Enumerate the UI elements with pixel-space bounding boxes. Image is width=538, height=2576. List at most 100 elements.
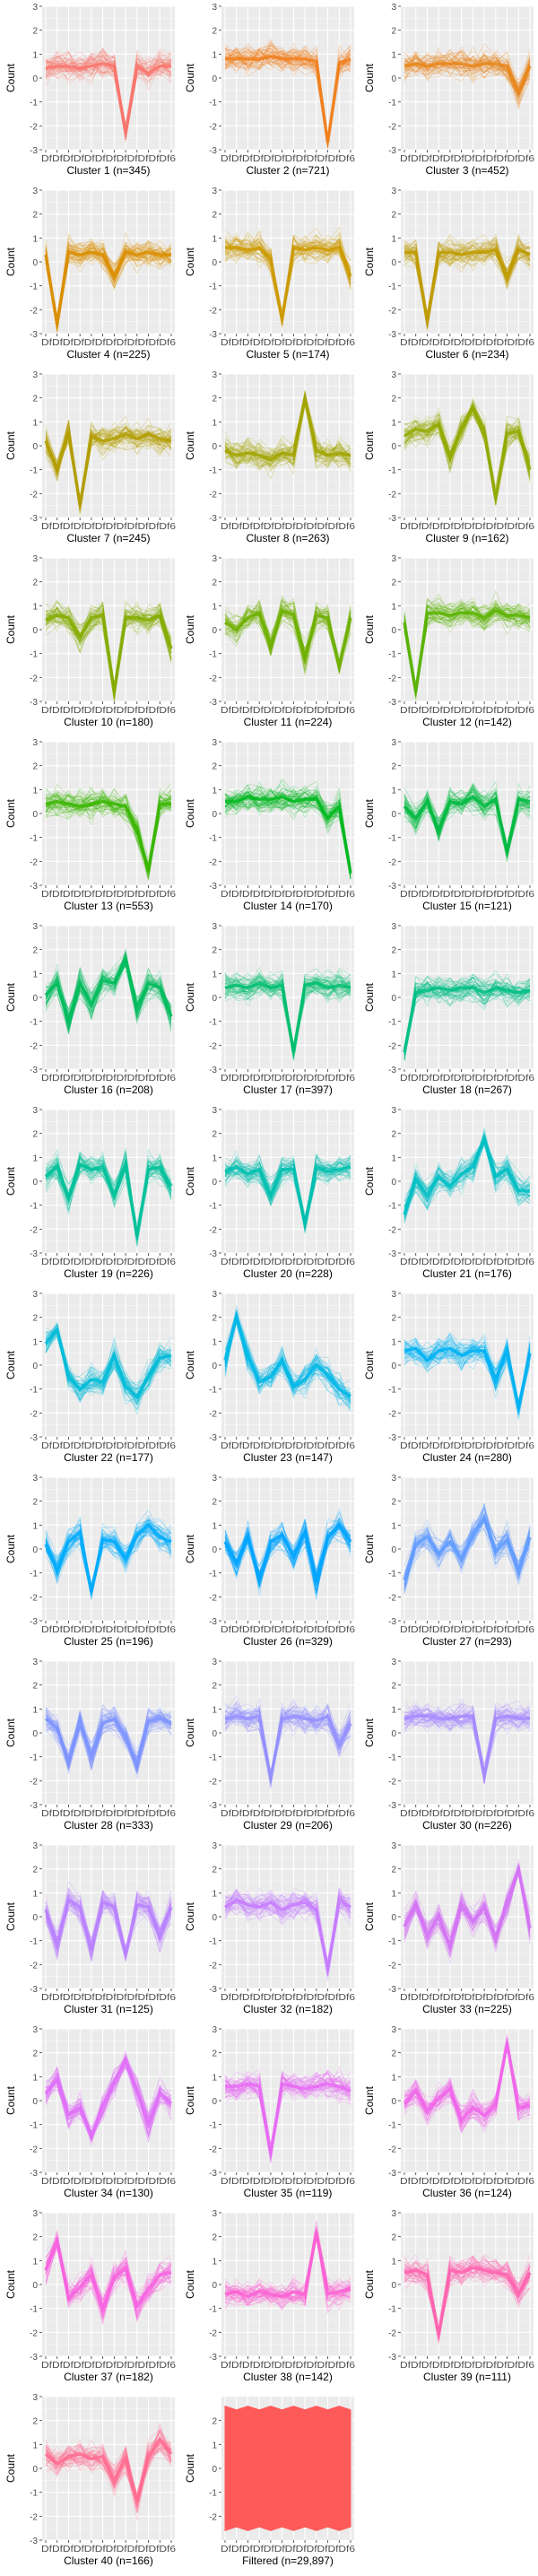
cluster-title: Cluster 20 (n=228) [243, 1267, 333, 1280]
series-line [45, 954, 172, 1016]
series-line [224, 399, 351, 469]
series-line [224, 2070, 351, 2154]
series-line [224, 396, 351, 462]
series-line [224, 790, 351, 873]
cluster-title: Cluster 23 (n=147) [243, 1451, 333, 1464]
series-line [45, 962, 172, 1015]
series-lines [44, 1703, 172, 1780]
y-tick-label: -1 [388, 834, 396, 844]
cluster-title: Cluster 33 (n=225) [422, 2003, 512, 2015]
series-line [45, 2445, 172, 2498]
x-tick-labels: DfDfDfDfDfDfDfDfDfDfDfDf6 [41, 890, 177, 900]
series-line [45, 55, 172, 135]
cluster-panel: 3 2 1 0 -1 -2 -3 Count DfDfDfDfDfDfDfDfDfDfDfDf6… [360, 370, 538, 553]
series-line [404, 1869, 531, 1949]
series-line [224, 2238, 351, 2304]
series-line [45, 957, 172, 1030]
series-line [404, 977, 531, 1053]
y-tick-label: -3 [388, 1066, 396, 1075]
series-line [224, 395, 351, 463]
series-lines [44, 1320, 172, 1416]
y-axis-label: Count [363, 247, 376, 276]
y-tick-label: -1 [388, 1754, 396, 1763]
series-line [404, 2258, 531, 2334]
mean-profile-line [44, 953, 173, 1027]
series-line [45, 2437, 172, 2513]
y-tick-label: 3 [32, 1106, 38, 1116]
mean-profile-line [223, 1522, 352, 1587]
y-tick-label: 1 [32, 1521, 38, 1531]
cluster-panel: 3 2 1 0 -1 -2 -3 Count DfDfDfDfDfDfDfDfDfDfDfDf6… [360, 1105, 538, 1289]
series-line [404, 402, 531, 496]
cluster-title: Cluster 27 (n=293) [422, 1635, 512, 1648]
y-tick-label: 0 [32, 994, 38, 1004]
series-line [45, 955, 172, 1032]
series-line [224, 2238, 351, 2303]
series-line [404, 2256, 531, 2333]
cluster-chart: 3 2 1 0 -1 -2 -3 Count DfDfDfDfDfDfDfDfDfDfDfDf6… [363, 187, 535, 361]
series-line [45, 423, 172, 509]
y-axis-label: Count [4, 1166, 17, 1196]
series-line [404, 60, 531, 91]
y-tick-label: -2 [30, 1409, 38, 1419]
series-line [224, 1154, 351, 1223]
series-line [224, 394, 351, 468]
y-tick-label: 3 [32, 2209, 38, 2219]
series-line [224, 2070, 351, 2154]
cluster-panel: 3 2 1 0 -1 -2 -3 Count DfDfDfDfDfDfDfDfDfDfDfDf6… [2, 553, 179, 737]
y-tick-label: 3 [32, 370, 38, 380]
y-tick-label: 0 [212, 994, 217, 1004]
series-line [45, 1519, 172, 1589]
y-tick-label: -1 [30, 1202, 38, 1212]
series-line [224, 1704, 351, 1772]
series-line [404, 1704, 531, 1776]
series-line [404, 990, 531, 1059]
y-tick-label: 1 [32, 1889, 38, 1899]
y-tick-label: -3 [388, 1433, 396, 1443]
y-tick-label: -3 [209, 2353, 217, 2363]
x-tick-labels: DfDfDfDfDfDfDfDfDfDfDfDf6 [221, 1993, 356, 2003]
series-lines [224, 39, 351, 149]
series-line [224, 792, 351, 871]
y-tick-label: 3 [212, 554, 217, 564]
series-line [224, 395, 351, 469]
cluster-chart: 3 2 1 0 -1 -2 -3 Count DfDfDfDfDfDfDfDfDfDfDfDf6… [363, 2209, 535, 2383]
y-tick-label: -3 [30, 514, 38, 524]
cluster-panel: 3 2 1 0 -1 -2 -3 Count DfDfDfDfDfDfDfDfDfDfDfDf6… [2, 1473, 179, 1657]
y-tick-label: 1 [212, 2441, 217, 2450]
cluster-chart: 3 2 1 0 -1 -2 -3 Count DfDfDfDfDfDfDfDfDfDfDfDf6… [4, 3, 177, 177]
series-line [404, 987, 531, 1060]
series-line [45, 420, 172, 506]
y-tick-label: -2 [30, 490, 38, 500]
mean-profile-line [403, 608, 531, 692]
series-line [404, 60, 531, 98]
series-lines [44, 415, 172, 517]
series-line [224, 1705, 351, 1779]
cluster-panel: 3 2 1 0 -1 -2 -3 Count DfDfDfDfDfDfDfDfDfDfDfDf6… [2, 2, 179, 186]
series-line [224, 2072, 351, 2152]
series-line [45, 58, 172, 127]
series-line [45, 56, 172, 140]
series-line [224, 1518, 351, 1588]
mean-profile-line [44, 1897, 173, 1956]
x-tick-labels: DfDfDfDfDfDfDfDfDfDfDfDf6 [41, 1993, 177, 2003]
y-tick-label: -1 [30, 2489, 38, 2499]
series-line [224, 2236, 351, 2313]
series-line [224, 1525, 351, 1597]
series-line [45, 2441, 172, 2493]
series-lines [224, 2066, 351, 2164]
series-line [224, 1706, 351, 1781]
y-tick-label: 1 [212, 602, 217, 612]
cluster-panel: 3 2 1 0 -1 -2 -3 Count DfDfDfDfDfDfDfDfDfDfDfDf6… [181, 1657, 359, 1841]
series-line [45, 1711, 172, 1771]
series-line [224, 1702, 351, 1779]
series-line [45, 1887, 172, 1962]
cluster-panel: 3 2 1 0 -1 -2 -3 Count DfDfDfDfDfDfDfDfDfDfDfDf6… [181, 737, 359, 921]
x-tick-labels: DfDfDfDfDfDfDfDfDfDfDfDf6 [41, 1441, 177, 1451]
y-tick-label: 0 [391, 1362, 396, 1371]
series-line [404, 2258, 531, 2336]
mean-profile-line [403, 2042, 531, 2123]
x-tick-labels: DfDfDfDfDfDfDfDfDfDfDfDf6 [221, 1625, 356, 1635]
series-line [404, 1703, 531, 1766]
